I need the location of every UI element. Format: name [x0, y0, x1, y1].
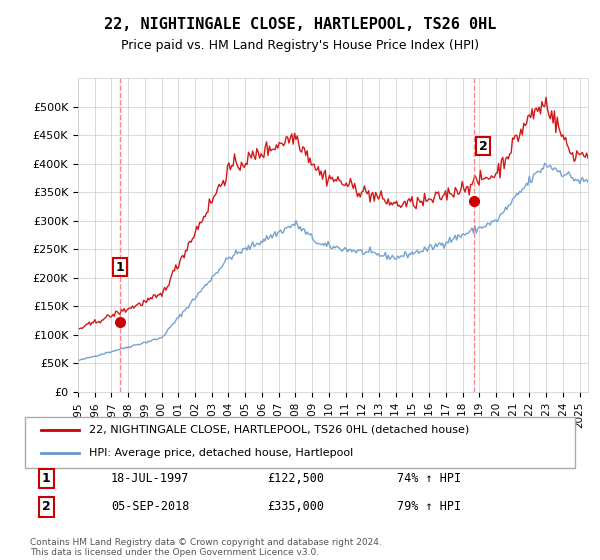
Text: 22, NIGHTINGALE CLOSE, HARTLEPOOL, TS26 0HL (detached house): 22, NIGHTINGALE CLOSE, HARTLEPOOL, TS26 … — [89, 425, 470, 435]
Text: 18-JUL-1997: 18-JUL-1997 — [111, 472, 190, 485]
Text: 79% ↑ HPI: 79% ↑ HPI — [397, 501, 461, 514]
Text: 1: 1 — [42, 472, 50, 485]
Text: Contains HM Land Registry data © Crown copyright and database right 2024.
This d: Contains HM Land Registry data © Crown c… — [30, 538, 382, 557]
Text: HPI: Average price, detached house, Hartlepool: HPI: Average price, detached house, Hart… — [89, 449, 353, 459]
Text: 1: 1 — [115, 261, 124, 274]
Text: £335,000: £335,000 — [268, 501, 325, 514]
Text: 05-SEP-2018: 05-SEP-2018 — [111, 501, 190, 514]
Text: £122,500: £122,500 — [268, 472, 325, 485]
Text: 2: 2 — [479, 139, 488, 153]
Text: 74% ↑ HPI: 74% ↑ HPI — [397, 472, 461, 485]
FancyBboxPatch shape — [25, 417, 575, 468]
Text: Price paid vs. HM Land Registry's House Price Index (HPI): Price paid vs. HM Land Registry's House … — [121, 39, 479, 52]
Text: 2: 2 — [42, 501, 50, 514]
Text: 22, NIGHTINGALE CLOSE, HARTLEPOOL, TS26 0HL: 22, NIGHTINGALE CLOSE, HARTLEPOOL, TS26 … — [104, 17, 496, 32]
